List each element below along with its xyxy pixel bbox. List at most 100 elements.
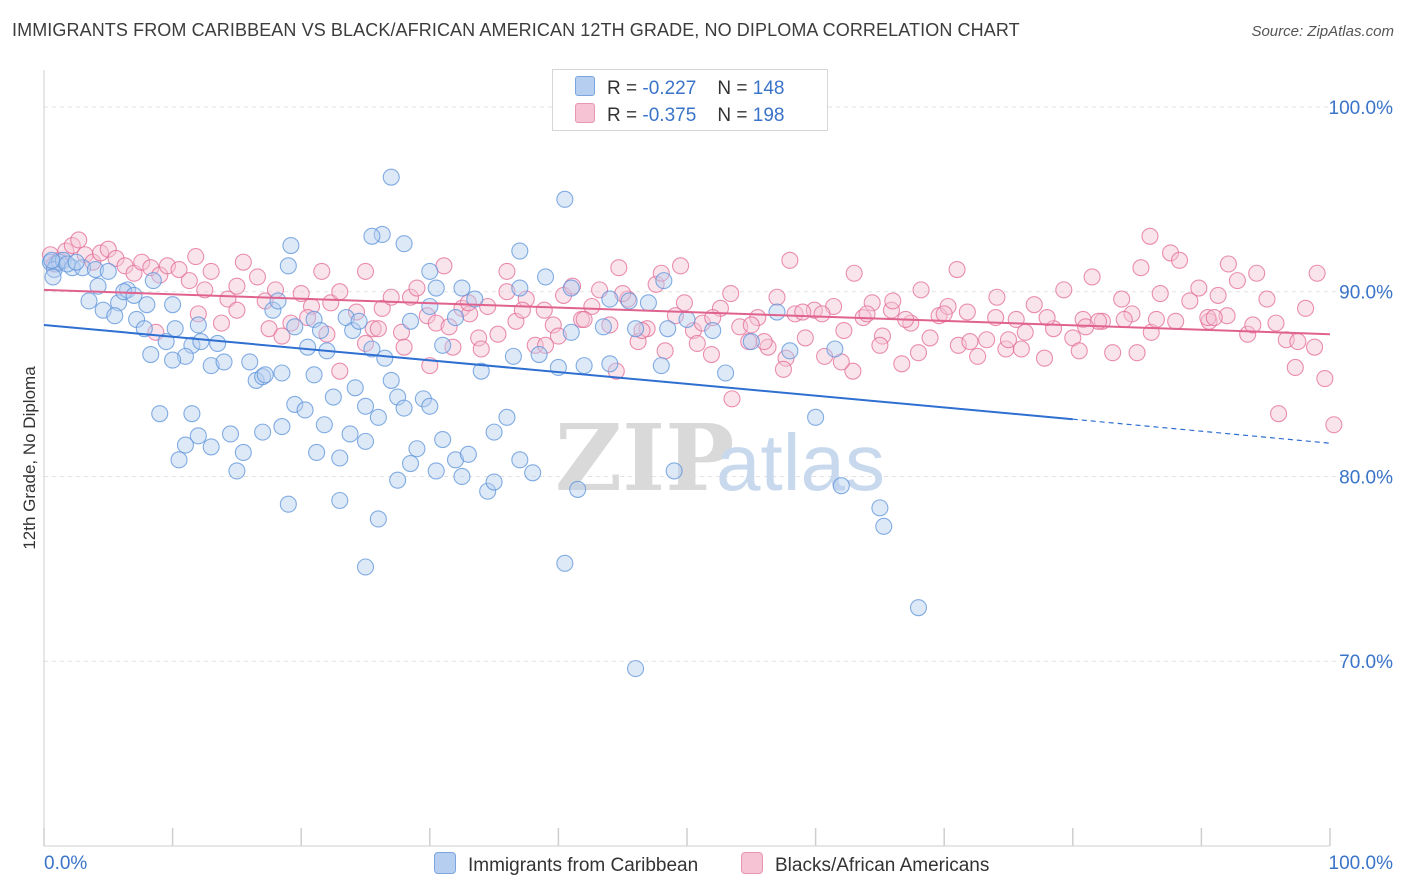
data-point-caribbean bbox=[89, 277, 107, 295]
data-point-caribbean bbox=[331, 449, 349, 467]
data-point-caribbean bbox=[279, 495, 297, 513]
data-point-black bbox=[526, 336, 544, 354]
data-point-black bbox=[1025, 296, 1043, 314]
data-point-caribbean bbox=[363, 227, 381, 245]
data-point-black bbox=[610, 259, 628, 277]
y-tick-label: 100.0% bbox=[1329, 98, 1394, 119]
data-point-caribbean bbox=[421, 297, 439, 316]
data-point-black bbox=[373, 299, 391, 317]
data-point-caribbean bbox=[627, 320, 645, 338]
data-point-black bbox=[234, 253, 252, 271]
data-point-black bbox=[479, 297, 497, 316]
data-point-black bbox=[1239, 325, 1257, 343]
data-point-caribbean bbox=[209, 334, 227, 352]
data-point-caribbean bbox=[344, 321, 362, 340]
data-point-caribbean bbox=[466, 290, 484, 308]
data-point-caribbean bbox=[511, 242, 529, 260]
data-point-black bbox=[1055, 281, 1073, 299]
data-point-caribbean bbox=[472, 362, 490, 380]
data-point-caribbean bbox=[311, 321, 330, 340]
data-point-caribbean bbox=[80, 292, 98, 310]
data-point-caribbean bbox=[305, 366, 323, 384]
data-point-caribbean bbox=[256, 366, 274, 384]
data-point-caribbean bbox=[138, 296, 156, 314]
data-point-caribbean bbox=[389, 471, 407, 489]
data-point-caribbean bbox=[556, 190, 574, 208]
bottom-legend-black: Blacks/African Americans bbox=[741, 852, 989, 877]
data-point-black bbox=[536, 336, 555, 354]
data-point-black bbox=[961, 333, 979, 351]
legend-n-label: N = bbox=[717, 105, 748, 126]
data-point-caribbean bbox=[639, 294, 657, 312]
data-point-caribbean bbox=[395, 399, 413, 417]
data-point-caribbean bbox=[498, 408, 516, 426]
series-black-points bbox=[41, 227, 1343, 434]
data-point-black bbox=[299, 309, 317, 327]
data-point-black bbox=[248, 268, 267, 286]
bottom-legend-label-caribbean: Immigrants from Caribbean bbox=[468, 855, 699, 876]
data-point-black bbox=[470, 329, 488, 347]
data-point-black bbox=[672, 257, 690, 275]
data-point-black bbox=[1219, 255, 1237, 273]
data-point-caribbean bbox=[601, 355, 619, 373]
data-point-black bbox=[498, 283, 516, 301]
bottom-legend-swatch-caribbean bbox=[434, 852, 456, 874]
data-point-caribbean bbox=[382, 168, 400, 186]
data-point-black bbox=[392, 323, 411, 341]
axes bbox=[43, 70, 1331, 847]
data-point-caribbean bbox=[511, 279, 529, 297]
data-point-black bbox=[273, 327, 291, 345]
data-point-black bbox=[999, 331, 1018, 349]
data-point-caribbean bbox=[356, 397, 375, 415]
data-point-black bbox=[1141, 227, 1159, 245]
data-point-black bbox=[912, 281, 930, 299]
data-point-black bbox=[440, 318, 458, 336]
data-point-caribbean bbox=[627, 660, 645, 678]
data-point-black bbox=[1016, 323, 1034, 341]
data-point-black bbox=[489, 325, 507, 343]
data-point-black bbox=[1316, 370, 1334, 388]
data-point-caribbean bbox=[453, 467, 471, 486]
data-point-black bbox=[969, 347, 987, 365]
data-point-caribbean bbox=[346, 379, 364, 397]
bottom-legend-label-black: Blacks/African Americans bbox=[775, 855, 990, 876]
data-point-black bbox=[1181, 292, 1199, 310]
legend-row-caribbean: R = -0.227 N = 148 bbox=[575, 76, 784, 100]
data-point-caribbean bbox=[524, 464, 542, 482]
data-point-black bbox=[675, 294, 693, 312]
data-point-caribbean bbox=[164, 296, 182, 314]
data-point-caribbean bbox=[395, 235, 413, 253]
data-point-caribbean bbox=[575, 357, 593, 375]
data-point-caribbean bbox=[504, 347, 522, 365]
data-point-caribbean bbox=[269, 292, 287, 310]
data-point-black bbox=[1325, 416, 1343, 434]
data-point-caribbean bbox=[157, 333, 175, 351]
data-point-black bbox=[364, 320, 382, 338]
data-point-black bbox=[723, 390, 741, 408]
data-point-black bbox=[629, 333, 647, 351]
trend-line-black bbox=[43, 288, 1331, 336]
data-point-black bbox=[1128, 344, 1146, 362]
data-point-black bbox=[228, 277, 246, 295]
data-point-black bbox=[1199, 309, 1217, 327]
data-point-black bbox=[313, 262, 331, 280]
data-point-black bbox=[1132, 259, 1150, 277]
data-point-black bbox=[845, 264, 863, 282]
data-point-black bbox=[884, 292, 902, 310]
data-point-caribbean bbox=[479, 482, 497, 500]
data-point-caribbean bbox=[299, 338, 317, 356]
data-point-black bbox=[1248, 264, 1266, 282]
data-point-caribbean bbox=[485, 423, 503, 441]
data-point-caribbean bbox=[331, 491, 349, 510]
data-point-black bbox=[1147, 310, 1165, 328]
data-point-black bbox=[774, 360, 793, 378]
data-point-caribbean bbox=[421, 397, 439, 415]
data-point-black bbox=[948, 260, 966, 279]
data-point-caribbean bbox=[125, 286, 143, 304]
data-point-caribbean bbox=[909, 599, 928, 617]
data-point-caribbean bbox=[254, 423, 272, 441]
data-point-caribbean bbox=[594, 318, 612, 336]
data-point-caribbean bbox=[768, 303, 786, 321]
data-point-black bbox=[988, 288, 1006, 306]
data-point-black bbox=[1270, 405, 1288, 423]
